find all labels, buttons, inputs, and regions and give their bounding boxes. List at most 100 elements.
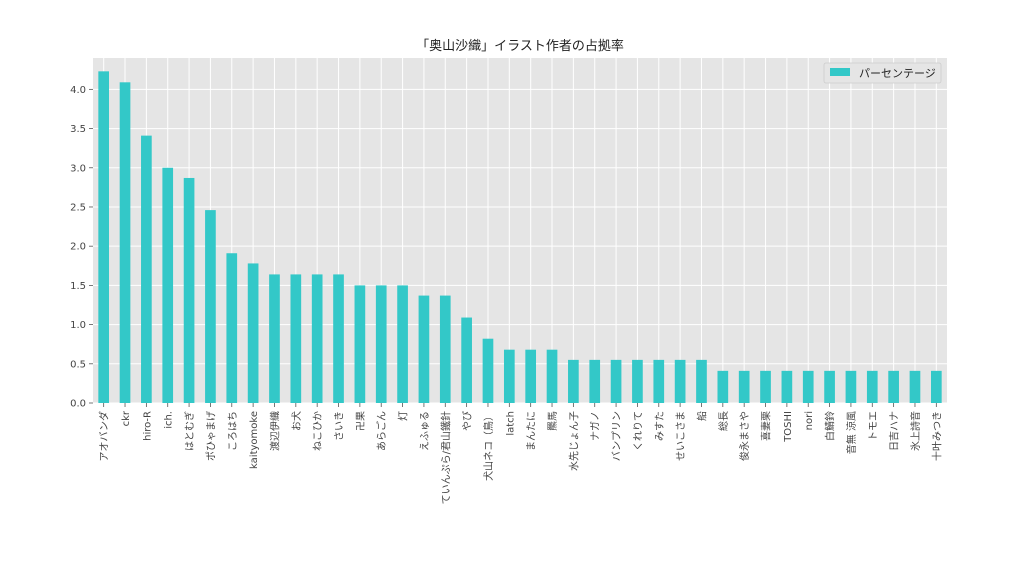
x-axis: アオバンダ ckr hiro-R ich. はとむぎ ポひゃまげ ころはち kaityomok… <box>98 403 943 504</box>
x-tick-label: バンプリン <box>611 411 623 461</box>
legend-box <box>823 62 942 84</box>
x-tick-label: 音無 涼風 <box>845 411 858 454</box>
x-tick-label: 総長 <box>717 411 730 431</box>
x-tick-label: 日吉ハナ <box>889 411 901 451</box>
bar <box>503 349 515 403</box>
bar <box>760 370 771 403</box>
bar <box>141 135 152 403</box>
bar <box>226 253 238 403</box>
x-tick-label: 犬山ネコ（鳥） <box>482 411 495 481</box>
x-tick-label: くれりて <box>632 411 644 451</box>
bar <box>290 274 302 403</box>
bar <box>397 285 408 403</box>
bar <box>738 370 750 403</box>
x-tick-label: せいこさま <box>675 411 687 461</box>
bar <box>269 274 280 403</box>
y-tick-label: 1.0 <box>70 320 86 331</box>
x-tick-label: ckr <box>121 410 132 426</box>
x-tick-label: 水先じょん子 <box>568 411 580 471</box>
x-tick-label: 羆馬 <box>547 411 559 431</box>
bar <box>824 370 835 403</box>
y-tick-label: 0.0 <box>70 399 86 410</box>
bar <box>888 370 899 403</box>
plot-background <box>93 58 947 403</box>
x-tick-label: お犬 <box>290 411 303 431</box>
y-tick-label: 4.0 <box>70 85 86 96</box>
bar <box>589 359 601 403</box>
y-tick-label: 1.5 <box>70 281 86 292</box>
bar <box>375 285 387 403</box>
x-tick-label: さいき <box>334 411 346 441</box>
x-tick-label: アオバンダ <box>98 411 111 462</box>
bar <box>717 370 729 403</box>
bar <box>845 370 857 403</box>
x-tick-label: ねこひか <box>312 411 324 451</box>
x-tick-label: やぴ <box>462 411 474 431</box>
x-tick-label: 卍果 <box>355 411 367 431</box>
x-tick-label: latch <box>505 411 516 436</box>
bar <box>568 359 579 403</box>
bar <box>802 370 814 403</box>
x-tick-label: 灯 <box>398 411 410 421</box>
x-tick-label: ポひゃまげ <box>205 411 217 461</box>
x-tick-label: まんたに <box>526 411 538 451</box>
x-tick-label: TOSHI <box>783 411 794 443</box>
bar <box>696 359 707 403</box>
bar <box>119 82 131 403</box>
x-tick-label: 船 <box>695 411 708 421</box>
y-tick-label: 0.5 <box>70 359 86 370</box>
bar <box>439 295 451 403</box>
y-tick-label: 3.5 <box>70 124 86 135</box>
y-axis: 0.0 0.5 1.0 1.5 2.0 2.5 3.0 3.5 4.0 <box>70 85 93 410</box>
bar <box>418 295 430 403</box>
bar <box>162 167 174 403</box>
bar <box>247 263 259 403</box>
x-tick-label: nori <box>804 411 815 430</box>
x-tick-label: 白鯖鈴 <box>824 411 837 441</box>
legend-swatch <box>830 68 850 76</box>
legend-label: パーセンテージ <box>859 67 936 80</box>
bar <box>205 210 216 403</box>
bar <box>482 338 494 403</box>
bars-layer <box>98 71 942 404</box>
bar <box>653 359 665 403</box>
x-tick-label: ころはち <box>227 411 239 451</box>
y-tick-label: 2.0 <box>70 242 86 253</box>
bar <box>546 349 558 403</box>
x-tick-label: kaityomoke <box>249 411 260 469</box>
x-tick-label: ich. <box>164 411 175 429</box>
bar <box>461 317 472 403</box>
bar <box>354 285 366 403</box>
x-tick-label: 十叶みつき <box>930 411 943 461</box>
bar <box>930 370 942 403</box>
x-tick-label: トモエ <box>868 411 879 441</box>
x-tick-label: はとむぎ <box>183 411 196 451</box>
x-tick-label: ていんぷら/君山鐵針 <box>439 411 452 504</box>
x-tick-label: 氷上詩音 <box>909 411 922 451</box>
x-tick-label: ナガノ <box>590 411 602 441</box>
legend: パーセンテージ <box>823 62 942 84</box>
x-tick-label: 俊永まさや <box>738 411 751 461</box>
chart-title: 「奥山沙織」イラスト作者の占拠率 <box>416 38 624 54</box>
x-tick-label: 喜妻栗 <box>760 411 773 441</box>
bar <box>183 177 195 403</box>
bar <box>525 349 537 403</box>
x-tick-label: 渡辺伊織 <box>268 411 281 451</box>
bar <box>610 359 622 403</box>
bar <box>333 274 344 403</box>
bar <box>866 370 878 403</box>
bar <box>781 370 793 403</box>
x-tick-label: hiro-R <box>142 411 153 441</box>
bar <box>909 370 921 403</box>
y-tick-label: 2.5 <box>70 202 86 213</box>
x-tick-label: あらごん <box>375 411 388 451</box>
bar <box>311 274 323 403</box>
bar <box>632 359 643 403</box>
y-tick-label: 3.0 <box>70 163 86 174</box>
x-tick-label: みすた <box>654 411 666 441</box>
x-tick-label: えふゅる <box>419 411 431 451</box>
bar <box>674 359 686 403</box>
bar <box>98 71 110 404</box>
